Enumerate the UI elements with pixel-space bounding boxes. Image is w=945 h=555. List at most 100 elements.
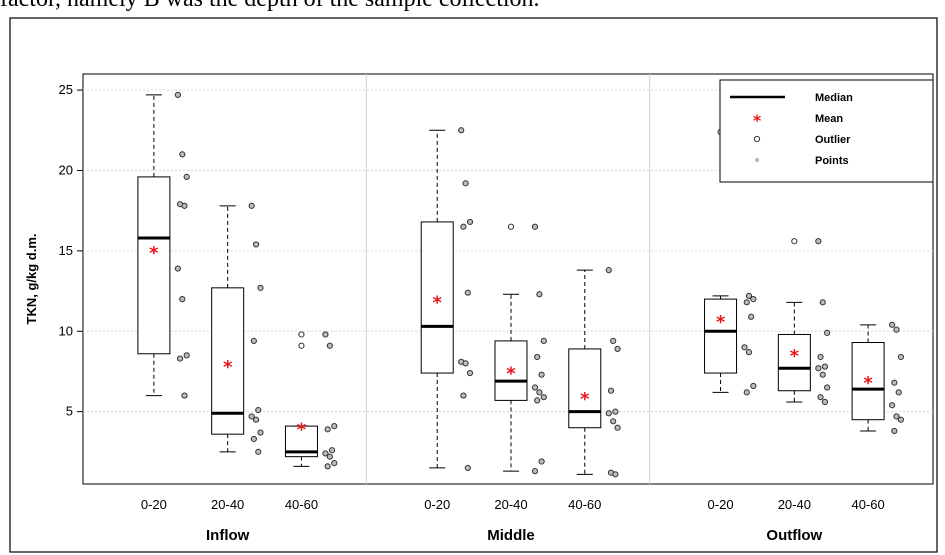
x-tick-label-middle-20-40: 20-40 <box>494 497 527 512</box>
box-iqr <box>137 176 171 355</box>
data-point <box>817 394 824 401</box>
data-point <box>612 471 619 478</box>
data-point <box>540 394 547 401</box>
data-point <box>815 365 822 372</box>
data-point <box>331 459 338 467</box>
y-axis: 5 10 15 20 25 <box>59 82 83 419</box>
data-point <box>895 389 902 396</box>
data-point <box>893 326 900 333</box>
group-label-outflow: Outflow <box>766 527 822 544</box>
x-tick-label-inflow-0-20: 0-20 <box>141 497 167 512</box>
data-point <box>612 408 619 415</box>
mean-marker: * <box>580 389 590 410</box>
box-outflow-40-60: * <box>851 321 905 435</box>
box-inflow-40-60: * <box>284 331 338 470</box>
mean-marker: * <box>223 357 233 378</box>
data-point <box>257 284 264 291</box>
data-point <box>250 337 257 345</box>
data-point <box>466 218 474 226</box>
data-point <box>821 363 829 370</box>
data-point <box>531 223 539 230</box>
data-point <box>815 238 822 245</box>
data-point <box>464 464 471 472</box>
group-label-middle: Middle <box>487 527 535 544</box>
data-point <box>538 458 545 465</box>
data-point <box>326 342 333 349</box>
box-iqr <box>568 348 602 429</box>
data-point <box>324 463 331 470</box>
data-point <box>889 402 896 409</box>
data-point <box>817 353 824 361</box>
data-point <box>464 289 471 296</box>
plot-area-frame <box>82 73 934 485</box>
y-tick-label-10: 10 <box>59 323 73 338</box>
data-point <box>458 127 465 134</box>
data-point <box>536 389 543 396</box>
group-dividers <box>365 74 651 484</box>
data-point <box>181 392 188 399</box>
data-point <box>538 371 545 378</box>
data-point <box>331 423 338 430</box>
data-point <box>328 447 336 454</box>
data-point <box>179 295 186 303</box>
legend-label-points: Points <box>815 155 849 167</box>
data-point <box>540 337 547 345</box>
data-point <box>460 223 467 230</box>
data-point <box>743 389 750 396</box>
data-point <box>250 435 257 443</box>
legend-label-median: Median <box>815 92 853 104</box>
data-point <box>322 450 329 457</box>
data-point <box>534 397 541 404</box>
mean-marker: * <box>506 363 516 384</box>
box-outflow-20-40: * <box>777 238 831 406</box>
x-tick-label-middle-0-20: 0-20 <box>424 497 450 512</box>
box-outflow-0-20: * <box>704 128 757 396</box>
outlier-point <box>298 342 305 349</box>
box-iqr <box>420 221 454 374</box>
x-axis-labels: 0-20 20-40 40-60 Inflow 0-20 20-40 40-60 Middle… <box>141 497 885 544</box>
data-point <box>174 265 181 272</box>
data-point <box>741 344 748 351</box>
data-point <box>750 382 757 390</box>
box-inflow-0-20: * <box>137 91 190 399</box>
box-iqr <box>494 340 528 401</box>
data-point <box>248 413 255 420</box>
data-point <box>255 448 262 455</box>
data-point <box>897 416 905 423</box>
data-point <box>248 202 255 209</box>
data-point <box>179 151 186 158</box>
data-point <box>257 429 264 436</box>
box-iqr <box>211 287 245 435</box>
data-point <box>605 410 612 417</box>
data-point <box>183 352 190 359</box>
boxes: * * * * * * * * * <box>137 91 905 478</box>
legend-label-mean: Mean <box>815 113 843 125</box>
data-point <box>252 241 260 248</box>
data-point <box>824 329 831 336</box>
mean-marker: * <box>149 243 159 264</box>
data-point <box>893 413 900 420</box>
data-point <box>531 384 539 391</box>
legend-label-outlier: Outlier <box>815 134 851 146</box>
data-point <box>897 353 905 361</box>
data-point <box>750 295 757 303</box>
data-point <box>821 398 829 406</box>
legend-symbol-outlier <box>753 135 761 143</box>
data-point <box>326 453 333 460</box>
data-point <box>891 427 898 435</box>
mean-marker: * <box>716 312 726 333</box>
outlier-point <box>791 238 798 245</box>
data-point <box>745 292 753 299</box>
box-inflow-20-40: * <box>211 202 264 455</box>
x-tick-label-outflow-0-20: 0-20 <box>708 497 734 512</box>
y-tick-label-5: 5 <box>66 404 73 419</box>
legend: Median * Mean Outlier Points <box>719 79 934 183</box>
data-point <box>614 345 621 353</box>
data-point <box>614 424 621 431</box>
mean-marker: * <box>297 420 307 441</box>
x-tick-label-inflow-40-60: 40-60 <box>285 497 318 512</box>
y-tick-label-15: 15 <box>59 243 73 258</box>
group-label-inflow: Inflow <box>206 527 250 544</box>
data-point <box>891 379 898 386</box>
